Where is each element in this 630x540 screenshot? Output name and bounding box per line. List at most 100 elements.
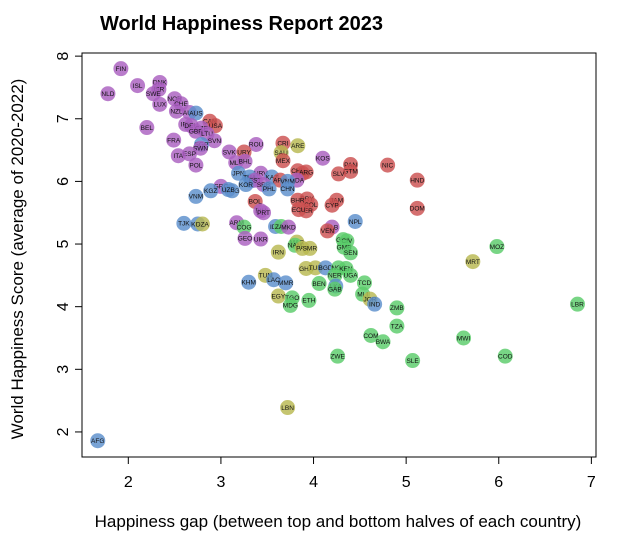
point-marker (275, 153, 291, 169)
point-label: COD (498, 353, 513, 360)
point-label: NPL (349, 219, 362, 226)
point-marker (389, 300, 405, 316)
data-point: DZA (194, 216, 210, 232)
data-point: KOS (315, 150, 331, 166)
data-point: BWA (375, 334, 391, 350)
point-marker (241, 274, 257, 290)
point-label: GRC (214, 184, 229, 191)
data-point: CHN (280, 181, 296, 197)
point-marker (302, 240, 318, 256)
point-marker (281, 219, 297, 235)
point-label: KHM (241, 280, 255, 287)
point-marker (266, 272, 282, 288)
point-label: ITA (173, 153, 183, 160)
data-point: UZB (220, 182, 236, 198)
point-label: LUX (153, 102, 166, 109)
point-label: MLI (357, 291, 368, 298)
data-point: MWI (456, 330, 472, 346)
y-axis-label: World Happiness Score (average of 2020-2… (8, 79, 27, 440)
data-point: GEO (237, 230, 253, 246)
point-marker (409, 172, 425, 188)
data-point: ROU (248, 136, 264, 152)
point-label: VNM (189, 194, 203, 201)
y-tick-label: 6 (55, 177, 72, 186)
point-marker (170, 148, 186, 164)
point-marker (375, 334, 391, 350)
point-label: UKR (254, 236, 268, 243)
point-marker (220, 182, 236, 198)
point-label: SWN (193, 146, 208, 153)
x-tick-label: 2 (124, 474, 133, 491)
point-marker (188, 157, 204, 173)
data-point: ITA (170, 148, 186, 164)
point-marker (194, 216, 210, 232)
point-label: MKD (281, 224, 296, 231)
point-marker (139, 120, 155, 136)
point-marker (319, 223, 335, 239)
data-point: UGA (343, 267, 359, 283)
point-label: TUR (309, 265, 323, 272)
data-point: SLE (405, 353, 421, 369)
point-marker (237, 153, 253, 169)
plot-frame (81, 52, 597, 458)
point-label: HND (410, 177, 424, 184)
data-point: MKD (281, 219, 297, 235)
y-tick-label: 5 (55, 239, 72, 248)
point-marker (282, 297, 298, 313)
point-marker (130, 78, 146, 94)
point-label: CRI (277, 140, 288, 147)
points-layer: FINDNKISLISRNLDSWENORCHELUXNZLAUTAUSCANI… (90, 61, 585, 449)
point-label: CYP (325, 203, 338, 210)
point-label: TJK (178, 221, 190, 228)
point-marker (280, 400, 296, 416)
point-label: UZB (222, 187, 235, 194)
point-marker (100, 86, 116, 102)
point-label: NZL (170, 109, 183, 116)
point-label: POL (189, 162, 202, 169)
data-point: SVN (206, 133, 222, 149)
x-axis: 2 3 4 5 6 7 (124, 457, 596, 491)
point-label: SLV (333, 171, 345, 178)
point-marker (261, 181, 277, 197)
point-label: BEN (312, 281, 326, 288)
data-point: EGY (270, 288, 286, 304)
point-marker (315, 150, 331, 166)
point-label: MRT (466, 259, 480, 266)
point-label: PHL (263, 186, 276, 193)
point-label: ROU (249, 142, 264, 149)
data-point: SLV (331, 166, 347, 182)
point-label: IND (369, 301, 381, 308)
data-point: NPL (347, 213, 363, 229)
data-point: MMR (278, 275, 294, 291)
point-label: FRA (167, 137, 181, 144)
y-tick-label: 8 (55, 52, 72, 61)
point-label: ARM (229, 220, 243, 227)
point-label: BHR (291, 197, 305, 204)
point-label: KGZ (204, 188, 217, 195)
data-point: UKR (253, 231, 269, 247)
data-point: KOR (238, 177, 254, 193)
point-label: DOM (410, 206, 425, 213)
point-label: BHL (239, 159, 252, 166)
data-point: HND (409, 172, 425, 188)
data-point: KGZ (203, 183, 219, 199)
point-label: UGA (344, 273, 359, 280)
point-label: NIC (382, 162, 394, 169)
data-point: PRT (256, 205, 272, 221)
point-label: ARE (291, 143, 305, 150)
point-marker (270, 288, 286, 304)
point-label: TCD (358, 280, 372, 287)
point-label: TZA (391, 323, 404, 330)
point-marker (324, 197, 340, 213)
data-point: ECU (291, 202, 307, 218)
point-marker (237, 230, 253, 246)
data-point: FIN (113, 61, 129, 77)
data-point: VNM (188, 188, 204, 204)
point-label: ETH (302, 298, 315, 305)
y-tick-label: 7 (55, 114, 72, 123)
point-label: EST (249, 177, 262, 184)
point-marker (253, 231, 269, 247)
point-label: CHL (291, 168, 304, 175)
point-marker (356, 275, 372, 291)
